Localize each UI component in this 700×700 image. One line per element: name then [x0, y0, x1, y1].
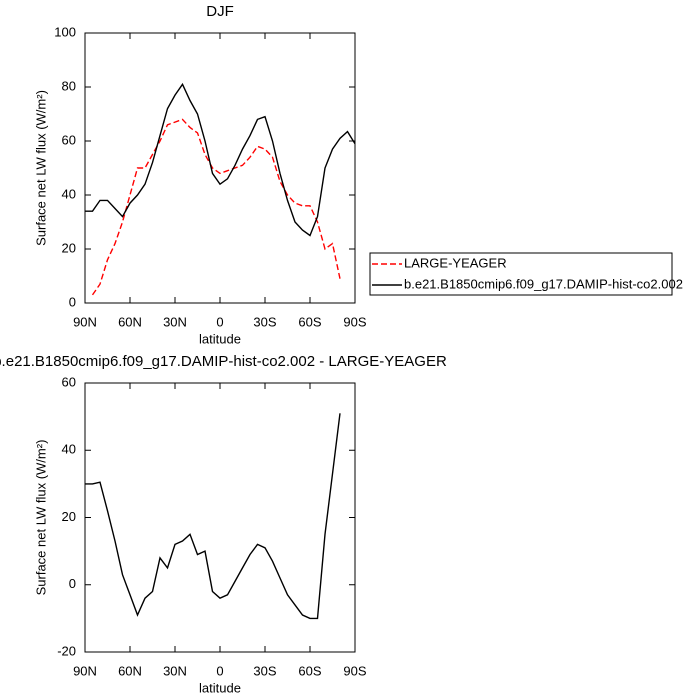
y-tick-label: 100 [54, 24, 76, 39]
y-tick-label: 20 [62, 509, 76, 524]
y-tick-label: 20 [62, 240, 76, 255]
x-tick-label: 30N [163, 663, 187, 678]
plot-frame [84, 32, 356, 304]
data-line [91, 118, 341, 296]
y-axis-label: Surface net LW flux (W/m²) [33, 440, 48, 596]
legend-box [369, 252, 673, 296]
x-tick-label: 90N [73, 663, 97, 678]
y-tick-label: 80 [62, 78, 76, 93]
y-tick-label: 60 [62, 374, 76, 389]
chart-title: b.e21.B1850cmip6.f09_g17.DAMIP-hist-co2.… [0, 353, 447, 370]
x-tick-label: 30S [253, 663, 276, 678]
x-tick-label: 60S [298, 663, 321, 678]
x-tick-label: 90S [343, 314, 366, 329]
plot-frame [84, 382, 356, 653]
legend-label: LARGE-YEAGER [404, 255, 507, 270]
x-tick-label: 90S [343, 663, 366, 678]
x-tick-label: 60N [118, 314, 142, 329]
x-tick-label: 30S [253, 314, 276, 329]
x-tick-label: 60N [118, 663, 142, 678]
data-line [85, 82, 356, 237]
y-axis-label: Surface net LW flux (W/m²) [33, 90, 48, 246]
data-line [85, 413, 341, 620]
y-tick-label: 60 [62, 132, 76, 147]
x-tick-label: 90N [73, 314, 97, 329]
legend-label: b.e21.B1850cmip6.f09_g17.DAMIP-hist-co2.… [404, 276, 683, 291]
y-tick-label: 0 [69, 294, 76, 309]
x-tick-label: 0 [216, 663, 223, 678]
y-tick-label: -20 [57, 643, 76, 658]
y-tick-label: 40 [62, 442, 76, 457]
x-tick-label: 30N [163, 314, 187, 329]
x-tick-label: 60S [298, 314, 321, 329]
chart-title: DJF [206, 3, 234, 20]
x-axis-label: latitude [199, 680, 241, 695]
x-tick-label: 0 [216, 314, 223, 329]
y-tick-label: 40 [62, 186, 76, 201]
x-axis-label: latitude [199, 331, 241, 346]
y-tick-label: 0 [69, 576, 76, 591]
